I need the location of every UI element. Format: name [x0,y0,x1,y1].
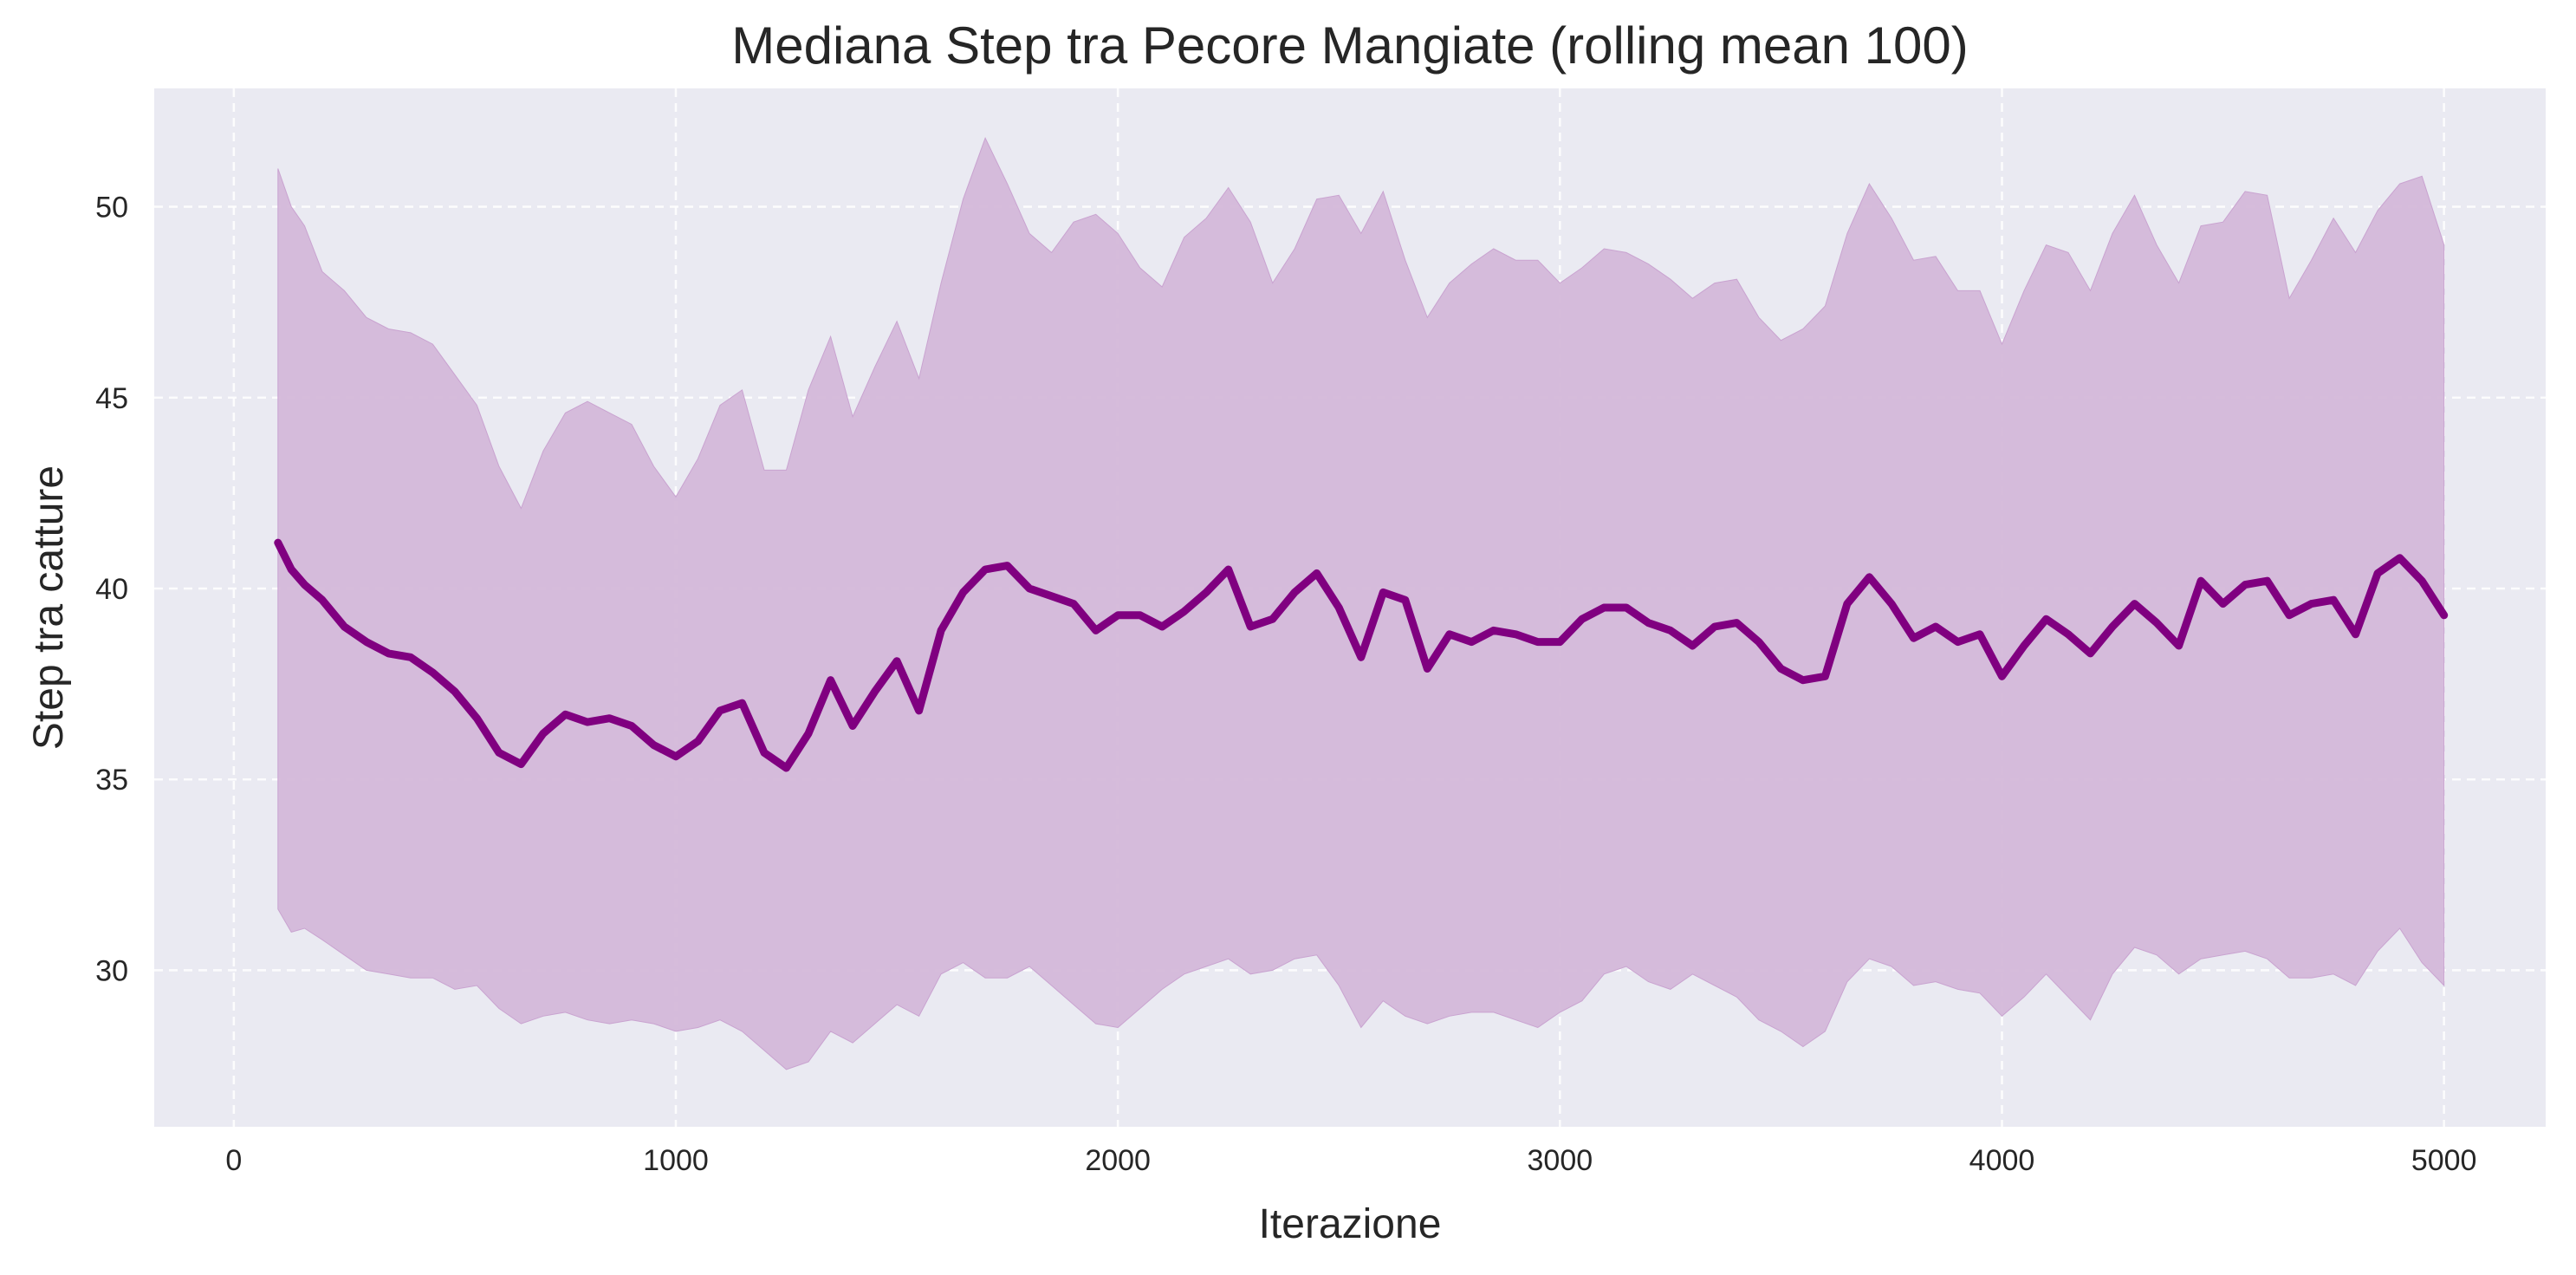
y-tick-label: 50 [95,192,128,224]
band-area [277,137,2445,1070]
x-tick-label: 2000 [1085,1144,1151,1177]
x-tick-label: 0 [225,1144,242,1177]
y-tick-label: 40 [95,573,128,606]
y-tick-label: 45 [95,382,128,415]
x-tick-label: 5000 [2411,1144,2477,1177]
tick-labels: 0 1000 2000 3000 4000 5000 30 35 40 45 50 [95,192,2476,1177]
series-line [274,538,2449,772]
y-tick-label: 30 [95,954,128,987]
y-tick-label: 35 [95,764,128,797]
x-tick-label: 4000 [1969,1144,2035,1177]
x-tick-label: 3000 [1528,1144,1593,1177]
y-axis-label: Step tra catture [26,465,72,750]
x-tick-label: 1000 [643,1144,709,1177]
chart-title: Mediana Step tra Pecore Mangiate (rollin… [731,16,1968,75]
x-axis-label: Iterazione [1259,1201,1442,1247]
